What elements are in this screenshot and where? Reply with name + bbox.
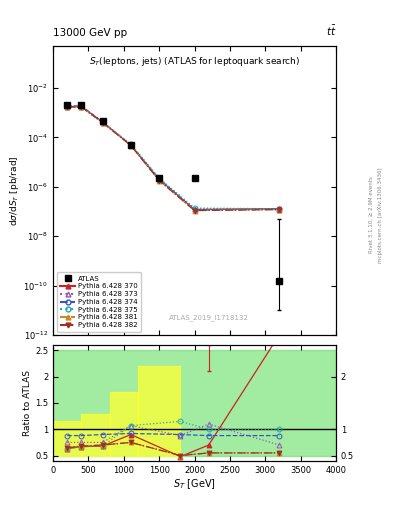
Text: Rivet 3.1.10, ≥ 2.9M events: Rivet 3.1.10, ≥ 2.9M events	[369, 177, 374, 253]
Legend: ATLAS, Pythia 6.428 370, Pythia 6.428 373, Pythia 6.428 374, Pythia 6.428 375, P: ATLAS, Pythia 6.428 370, Pythia 6.428 37…	[57, 272, 141, 332]
X-axis label: $S_{T}$ [GeV]: $S_{T}$ [GeV]	[173, 477, 216, 491]
Text: $S_T$(leptons, jets) (ATLAS for leptoquark search): $S_T$(leptons, jets) (ATLAS for leptoqua…	[89, 55, 300, 68]
Text: $t\bar{t}$: $t\bar{t}$	[325, 24, 336, 38]
Text: ATLAS_2019_I1718132: ATLAS_2019_I1718132	[169, 314, 249, 321]
Text: 13000 GeV pp: 13000 GeV pp	[53, 28, 127, 38]
Bar	[53, 350, 336, 456]
Y-axis label: d$\sigma$/d$S_T$ [pb/rad]: d$\sigma$/d$S_T$ [pb/rad]	[8, 155, 21, 226]
Text: mcplots.cern.ch [arXiv:1306.3436]: mcplots.cern.ch [arXiv:1306.3436]	[378, 167, 383, 263]
Y-axis label: Ratio to ATLAS: Ratio to ATLAS	[23, 370, 32, 436]
